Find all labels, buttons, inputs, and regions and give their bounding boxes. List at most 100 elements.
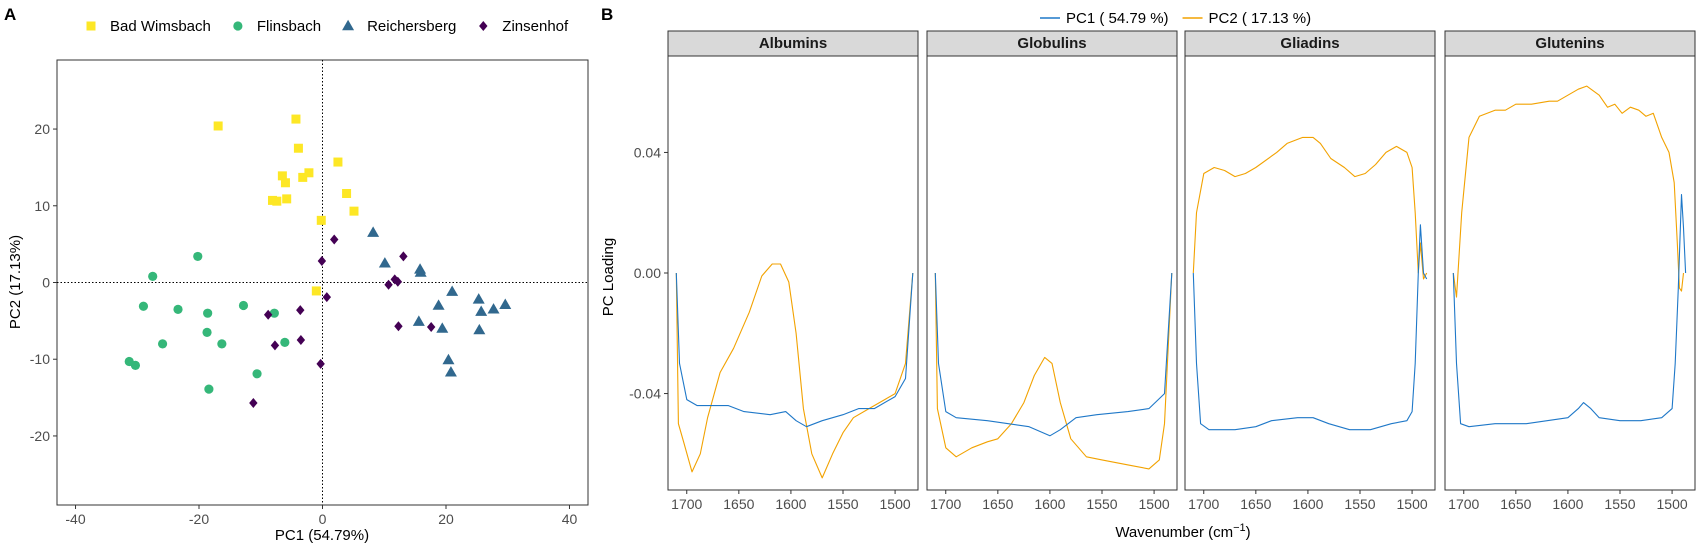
scatter-point <box>238 300 249 311</box>
loading-x-tick-label: 1500 <box>1139 496 1170 512</box>
loading-x-tick-label: 1550 <box>1344 496 1375 512</box>
scatter-x-tick-label: 40 <box>562 511 578 527</box>
scatter-point <box>322 292 332 303</box>
loading-x-tick-label: 1650 <box>723 496 754 512</box>
scatter-point <box>393 276 403 287</box>
scatter-point <box>475 305 488 316</box>
scatter-point <box>316 215 326 225</box>
scatter-point <box>298 172 308 182</box>
facet-title: Globulins <box>1017 35 1086 52</box>
scatter-x-axis-title: PC1 (54.79%) <box>275 527 369 544</box>
scatter-point <box>157 339 168 349</box>
loading-x-tick-label: 1700 <box>930 496 961 512</box>
pc1-loading-line <box>675 272 914 428</box>
loading-x-tick-label: 1500 <box>1397 496 1428 512</box>
loading-x-tick-label: 1550 <box>1604 496 1635 512</box>
legend-label: PC2 ( 17.13 %) <box>1209 10 1312 27</box>
scatter-point <box>202 327 212 337</box>
scatter-point <box>249 397 258 408</box>
scatter-point <box>193 251 203 262</box>
scatter-point <box>130 360 141 370</box>
scatter-point <box>304 168 314 178</box>
loading-x-tick-label: 1700 <box>1188 496 1219 512</box>
legend-label: Flinsbach <box>257 18 321 35</box>
legend-marker-bad-wimsbach <box>86 21 96 31</box>
loading-y-axis-title: PC Loading <box>600 238 617 316</box>
scatter-point <box>317 256 327 267</box>
scatter-point <box>446 285 459 296</box>
loading-legend: PC1 ( 54.79 %) PC2 ( 17.13 %) <box>1040 10 1311 27</box>
loading-x-tick-label: 1600 <box>1292 496 1323 512</box>
loading-y-tick-label: 0.04 <box>634 144 661 160</box>
pc2-loading-line <box>1192 136 1428 280</box>
loading-facet: Albumins 1700 1650 1600 1550 1500 <box>667 30 919 512</box>
scatter-point <box>296 335 306 346</box>
scatter-y-tick-label: 0 <box>42 275 50 291</box>
scatter-y-axis-title: PC2 (17.13%) <box>7 235 24 329</box>
loading-x-tick-label: 1550 <box>827 496 858 512</box>
pc1-loading-line <box>934 272 1173 437</box>
scatter-point <box>432 299 445 310</box>
loading-x-tick-label: 1700 <box>671 496 702 512</box>
scatter-y-tick-label: -20 <box>30 428 50 444</box>
scatter-point <box>499 298 512 309</box>
loading-x-tick-label: 1650 <box>982 496 1013 512</box>
scatter-x-tick-label: 20 <box>438 511 454 527</box>
loading-x-axis-title: Wavenumber (cm−1) <box>1115 522 1250 541</box>
loading-x-tick-label: 1600 <box>775 496 806 512</box>
facet-strip <box>1444 30 1696 57</box>
scatter-point <box>269 308 279 318</box>
scatter-point <box>378 257 391 268</box>
legend-marker-flinsbach <box>233 21 243 31</box>
scatter-point <box>204 384 214 394</box>
scatter-x-tick-label: 0 <box>319 511 327 527</box>
scatter-x-ticks: -40 -20 0 20 40 <box>65 505 577 527</box>
scatter-point <box>316 358 325 369</box>
scatter-point <box>444 366 457 377</box>
scatter-points <box>124 114 512 408</box>
pc2-loading-line <box>934 272 1173 470</box>
pc2-loading-line <box>1452 85 1685 298</box>
facet-frame <box>667 55 919 491</box>
facet-title: Glutenins <box>1535 35 1604 52</box>
scatter-point <box>148 271 158 281</box>
loading-facet: Glutenins 1700 1650 1600 1550 1500 <box>1444 30 1696 512</box>
facet-frame <box>926 55 1178 491</box>
scatter-point <box>426 322 436 332</box>
facet-title: Albumins <box>759 35 827 52</box>
panel-label-a: A <box>4 5 16 24</box>
scatter-point <box>296 305 305 316</box>
scatter-point <box>203 308 213 318</box>
scatter-y-tick-label: -10 <box>30 351 50 367</box>
scatter-point <box>384 279 393 290</box>
scatter-point <box>367 226 380 237</box>
scatter-y-tick-label: 10 <box>34 198 50 214</box>
scatter-point <box>473 323 486 335</box>
scatter-point <box>436 322 449 333</box>
loading-x-tick-label: 1500 <box>1657 496 1688 512</box>
legend-marker-reichersberg <box>342 19 355 31</box>
scatter-point <box>277 171 287 181</box>
facet-strip <box>667 30 919 57</box>
legend-label: Zinsenhof <box>502 18 569 35</box>
loading-y-tick-label: -0.04 <box>629 386 661 402</box>
scatter-point <box>399 251 408 262</box>
facet-frame <box>1444 55 1696 491</box>
loading-x-tick-label: 1650 <box>1500 496 1531 512</box>
scatter-point <box>442 353 455 365</box>
loading-x-tick-label: 1700 <box>1448 496 1479 512</box>
scatter-point <box>293 143 303 153</box>
scatter-point <box>487 303 500 314</box>
scatter-point <box>412 315 425 326</box>
scatter-y-tick-label: 20 <box>34 121 50 137</box>
legend-label: PC1 ( 54.79 %) <box>1066 10 1169 27</box>
scatter-point <box>138 301 149 311</box>
scatter-point <box>280 337 290 347</box>
scatter-point <box>342 189 352 198</box>
facet-frame <box>1184 55 1436 491</box>
loading-x-tick-label: 1650 <box>1240 496 1271 512</box>
scatter-point <box>280 178 290 188</box>
scatter-legend: Bad Wimsbach Flinsbach Reichersberg Zinsenh… <box>86 18 569 35</box>
scatter-x-tick-label: -40 <box>65 511 85 527</box>
